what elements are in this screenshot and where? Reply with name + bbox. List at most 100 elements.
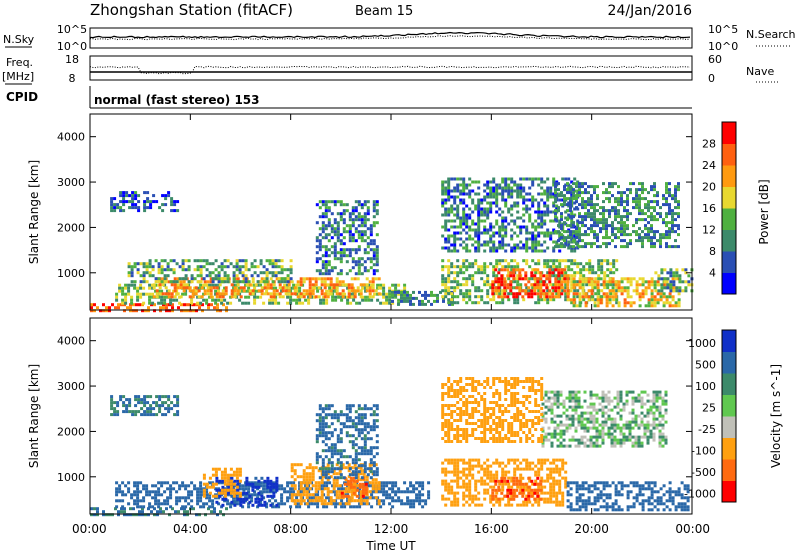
heatmap-cell	[302, 289, 306, 293]
heatmap-cell	[677, 304, 681, 308]
heatmap-cell	[543, 240, 547, 244]
heatmap-cell	[136, 295, 140, 299]
heatmap-cell	[301, 490, 305, 494]
heatmap-cell	[575, 481, 579, 485]
heatmap-cell	[537, 210, 541, 214]
heatmap-cell	[665, 188, 668, 192]
heatmap-cell	[321, 200, 325, 204]
heatmap-cell	[503, 295, 507, 299]
heatmap-cell	[453, 461, 457, 465]
heatmap-cell	[363, 269, 367, 273]
heatmap-cell	[527, 491, 531, 495]
heatmap-cell	[665, 212, 668, 216]
heatmap-cell	[375, 263, 379, 267]
heatmap-cell	[510, 494, 514, 498]
heatmap-cell	[647, 206, 650, 210]
heatmap-cell	[189, 309, 192, 313]
heatmap-cell	[158, 286, 162, 290]
heatmap-cell	[216, 513, 219, 517]
heatmap-cell	[671, 298, 675, 302]
heatmap-cell	[328, 292, 332, 296]
heatmap-cell	[543, 295, 547, 299]
heatmap-cell	[447, 488, 451, 492]
heatmap-cell	[238, 280, 242, 284]
heatmap-cell	[209, 280, 213, 284]
heatmap-cell	[251, 485, 255, 489]
heatmap-cell	[558, 503, 562, 507]
heatmap-cell	[519, 231, 523, 235]
heatmap-cell	[678, 286, 682, 290]
heatmap-cell	[653, 230, 656, 234]
heatmap-cell	[377, 292, 381, 296]
heatmap-cell	[644, 224, 647, 228]
heatmap-cell	[546, 467, 550, 471]
heatmap-cell	[433, 299, 436, 303]
heatmap-cell	[605, 242, 608, 246]
heatmap-cell	[474, 262, 478, 266]
heatmap-cell	[120, 510, 123, 514]
heatmap-cell	[169, 487, 173, 491]
heatmap-cell	[575, 227, 578, 231]
heatmap-cell	[471, 467, 475, 471]
heatmap-cell	[462, 186, 466, 190]
heatmap-cell	[584, 505, 588, 509]
heatmap-cell	[525, 500, 529, 504]
heatmap-cell	[582, 268, 586, 272]
heatmap-cell	[176, 292, 180, 296]
heatmap-cell	[638, 209, 641, 213]
heatmap-cell	[543, 189, 547, 193]
heatmap-cell	[356, 472, 360, 476]
heatmap-cell	[536, 292, 540, 296]
heatmap-cell	[537, 467, 541, 471]
heatmap-cell	[254, 482, 258, 486]
heatmap-cell	[629, 280, 633, 284]
heatmap-cell	[584, 481, 588, 485]
heatmap-cell	[534, 479, 538, 483]
heatmap-cell	[534, 225, 538, 229]
heatmap-cell	[296, 499, 300, 503]
heatmap-cell	[371, 280, 375, 284]
heatmap-cell	[593, 502, 597, 506]
heatmap-cell	[635, 206, 638, 210]
heatmap-cell	[244, 265, 248, 269]
heatmap-cell	[133, 283, 137, 287]
heatmap-cell	[314, 487, 318, 491]
heatmap-cell	[358, 490, 362, 494]
heatmap-cell	[354, 248, 358, 252]
heatmap-cell	[374, 289, 378, 293]
heatmap-cell	[560, 286, 564, 290]
heatmap-cell	[269, 286, 273, 290]
heatmap-cell	[229, 485, 233, 489]
heatmap-cell	[351, 209, 355, 213]
heatmap-cell	[456, 491, 460, 495]
heatmap-cell	[132, 303, 135, 307]
heatmap-cell	[328, 496, 332, 500]
heatmap-cell	[136, 298, 140, 302]
heatmap-cell	[611, 194, 614, 198]
heatmap-cell	[238, 487, 242, 491]
heatmap-cell	[483, 283, 487, 287]
heatmap-cell	[397, 302, 400, 306]
heatmap-cell	[516, 210, 520, 214]
heatmap-cell	[136, 496, 140, 500]
heatmap-cell	[492, 295, 496, 299]
heatmap-cell	[657, 277, 661, 281]
heatmap-cell	[181, 268, 185, 272]
heatmap-cell	[247, 286, 251, 290]
heatmap-cell	[320, 493, 324, 497]
heatmap-cell	[186, 510, 189, 514]
heatmap-cell	[584, 191, 587, 195]
heatmap-cell	[133, 265, 137, 269]
heatmap-cell	[342, 221, 346, 225]
heatmap-cell	[148, 505, 152, 509]
heatmap-cell	[596, 280, 600, 284]
heatmap-cell	[199, 487, 203, 491]
heatmap-cell	[641, 188, 644, 192]
heatmap-cell	[605, 245, 608, 249]
heatmap-cell	[468, 249, 472, 253]
heatmap-cell	[450, 479, 454, 483]
heatmap-cell	[567, 216, 571, 220]
heatmap-cell	[157, 481, 161, 485]
heatmap-cell	[447, 228, 451, 232]
heatmap-cell	[506, 283, 510, 287]
